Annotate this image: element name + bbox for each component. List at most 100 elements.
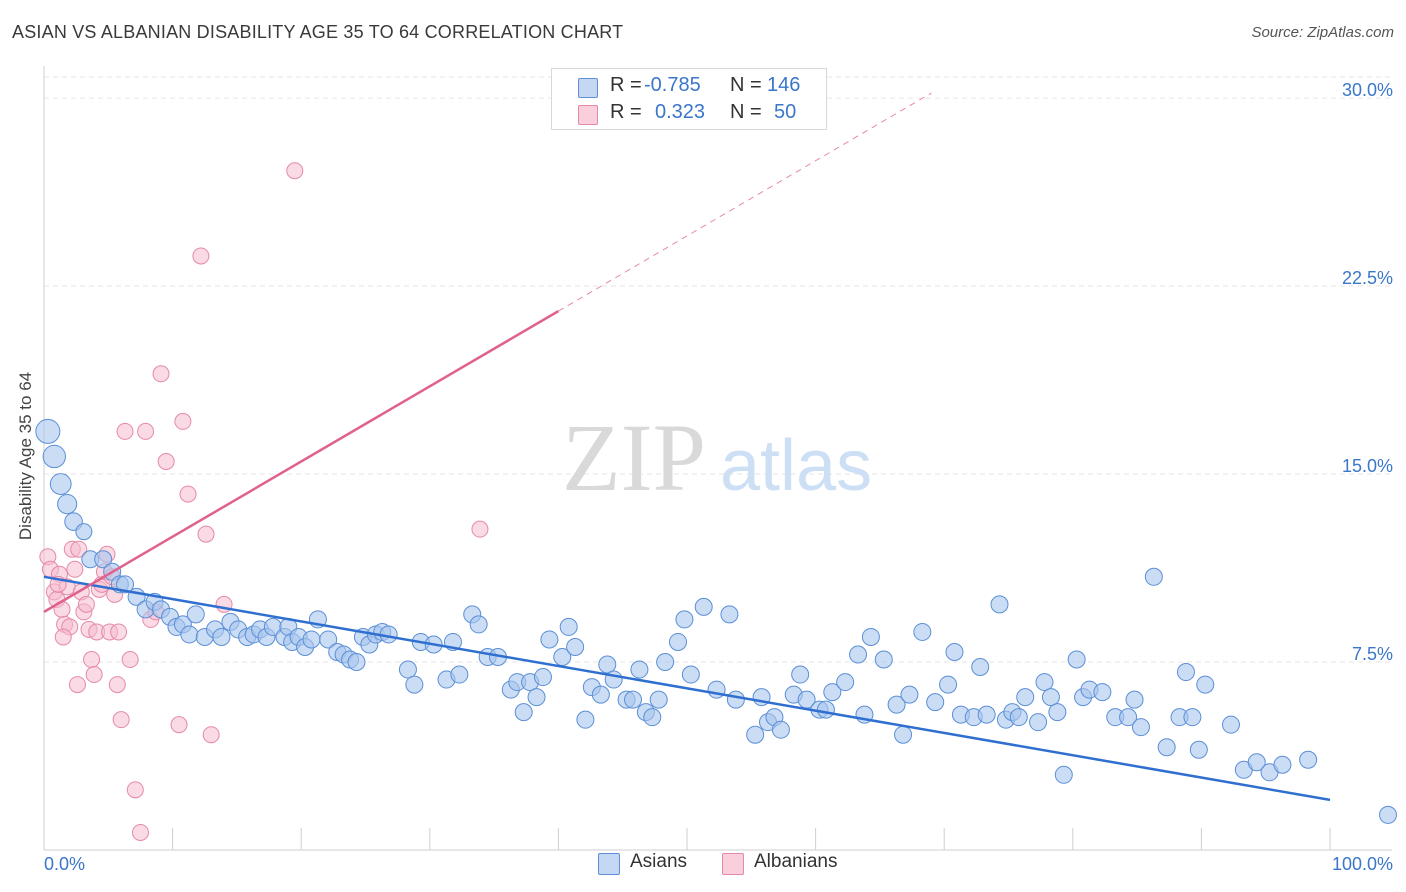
asians-point — [405, 675, 424, 694]
asians-point — [1196, 675, 1215, 694]
asians-point — [771, 720, 790, 739]
albanians-point — [66, 560, 84, 578]
watermark-atlas: atlas — [720, 426, 872, 506]
asians-point — [1131, 718, 1150, 737]
albanians-point — [202, 726, 220, 744]
y-axis-label: Disability Age 35 to 64 — [16, 371, 35, 541]
albanians-legend-swatch — [722, 853, 744, 875]
y-tick-label: 15.0% — [1342, 456, 1393, 476]
albanians-point — [83, 651, 101, 669]
asians-point — [566, 637, 585, 656]
asians-point — [836, 673, 855, 692]
asians-point — [57, 494, 78, 515]
asians-point — [1299, 750, 1318, 769]
asians-legend-swatch — [598, 853, 620, 875]
asians-point — [746, 725, 765, 744]
asians-point — [540, 630, 559, 649]
asians-point — [945, 642, 964, 661]
watermark: ZIP atlas — [562, 404, 872, 511]
albanians-point — [286, 162, 304, 180]
asians-point — [94, 550, 113, 569]
asians-n-label: N = — [730, 74, 762, 96]
asians-point — [656, 653, 675, 672]
albanians-point — [112, 711, 130, 729]
asians-point — [623, 690, 642, 709]
asians-point — [1016, 688, 1035, 707]
source-label: Source: ZipAtlas.com — [1251, 24, 1394, 41]
asians-point — [1183, 708, 1202, 727]
asians-point — [42, 444, 66, 469]
asians-point — [939, 675, 958, 694]
albanians-n-value: 50 — [774, 101, 797, 123]
asians-point — [576, 710, 595, 729]
albanians-point — [70, 540, 88, 558]
asians-point — [971, 658, 990, 677]
asians-point — [913, 622, 932, 641]
albanians-point — [157, 453, 175, 470]
y-tick-label: 30.0% — [1342, 80, 1393, 100]
asians-point — [1119, 708, 1138, 727]
asians-point — [559, 617, 578, 636]
asians-point — [1048, 703, 1067, 722]
asians-point — [591, 685, 610, 704]
asians-point — [180, 625, 199, 644]
trend-lines — [43, 92, 1331, 802]
asians-point — [533, 668, 552, 687]
y-tick-labels: 7.5% 15.0% 22.5% 30.0% — [1342, 80, 1393, 664]
asians-point — [347, 653, 366, 672]
y-tick-label: 22.5% — [1342, 268, 1393, 288]
asians-point — [302, 630, 321, 649]
asians-point — [1093, 683, 1112, 702]
albanians-point — [471, 520, 489, 538]
asians-point — [791, 665, 810, 684]
asians-r-value: -0.785 — [644, 74, 701, 96]
asians-legend-label: Asians — [630, 851, 688, 872]
asians-point — [212, 627, 231, 646]
albanians-point — [170, 716, 188, 734]
albanians-points — [39, 162, 489, 841]
asians-point — [186, 605, 205, 624]
asians-point — [598, 655, 617, 674]
albanians-swatch — [578, 105, 598, 125]
asians-point — [977, 705, 996, 724]
albanians-point — [179, 485, 197, 503]
x-tick-label: 100.0% — [1332, 854, 1393, 874]
asians-point — [900, 685, 919, 704]
asians-point — [675, 610, 694, 629]
albanians-point — [108, 676, 126, 694]
asians-point — [514, 703, 533, 722]
asians-point — [643, 708, 662, 727]
asians-point — [469, 615, 488, 634]
asians-swatch — [578, 78, 598, 98]
asians-n-value: 146 — [767, 74, 801, 96]
asians-point — [649, 690, 668, 709]
asians-point — [694, 597, 713, 616]
asians-point — [1125, 690, 1144, 709]
albanians-point — [126, 781, 144, 799]
asians-point — [668, 632, 687, 651]
asians-point — [1067, 650, 1086, 669]
asians-point — [726, 690, 745, 709]
albanians-n-label: N = — [730, 101, 762, 123]
asians-point — [926, 693, 945, 712]
asians-point — [720, 605, 739, 624]
asians-points — [35, 418, 1397, 824]
asians-r-label: R = — [610, 74, 642, 96]
asians-point — [35, 418, 61, 444]
albanians-point — [68, 676, 86, 694]
correlation-legend: R = -0.785 N = 146 R = 0.323 N = 50 — [551, 68, 827, 130]
asians-point — [49, 473, 72, 495]
asians-point — [1189, 740, 1208, 759]
albanians-point — [197, 525, 215, 543]
albanians-point — [152, 365, 170, 383]
x-tick-label: 0.0% — [44, 854, 85, 874]
albanians-point — [110, 623, 128, 641]
watermark-zip: ZIP — [562, 404, 706, 511]
albanians-r-label: R = — [610, 101, 642, 123]
asians-point — [894, 725, 913, 744]
asians-point — [874, 650, 893, 669]
asians-point — [319, 630, 338, 649]
y-tick-label: 7.5% — [1352, 644, 1393, 664]
albanians-r-value: 0.323 — [655, 101, 706, 123]
